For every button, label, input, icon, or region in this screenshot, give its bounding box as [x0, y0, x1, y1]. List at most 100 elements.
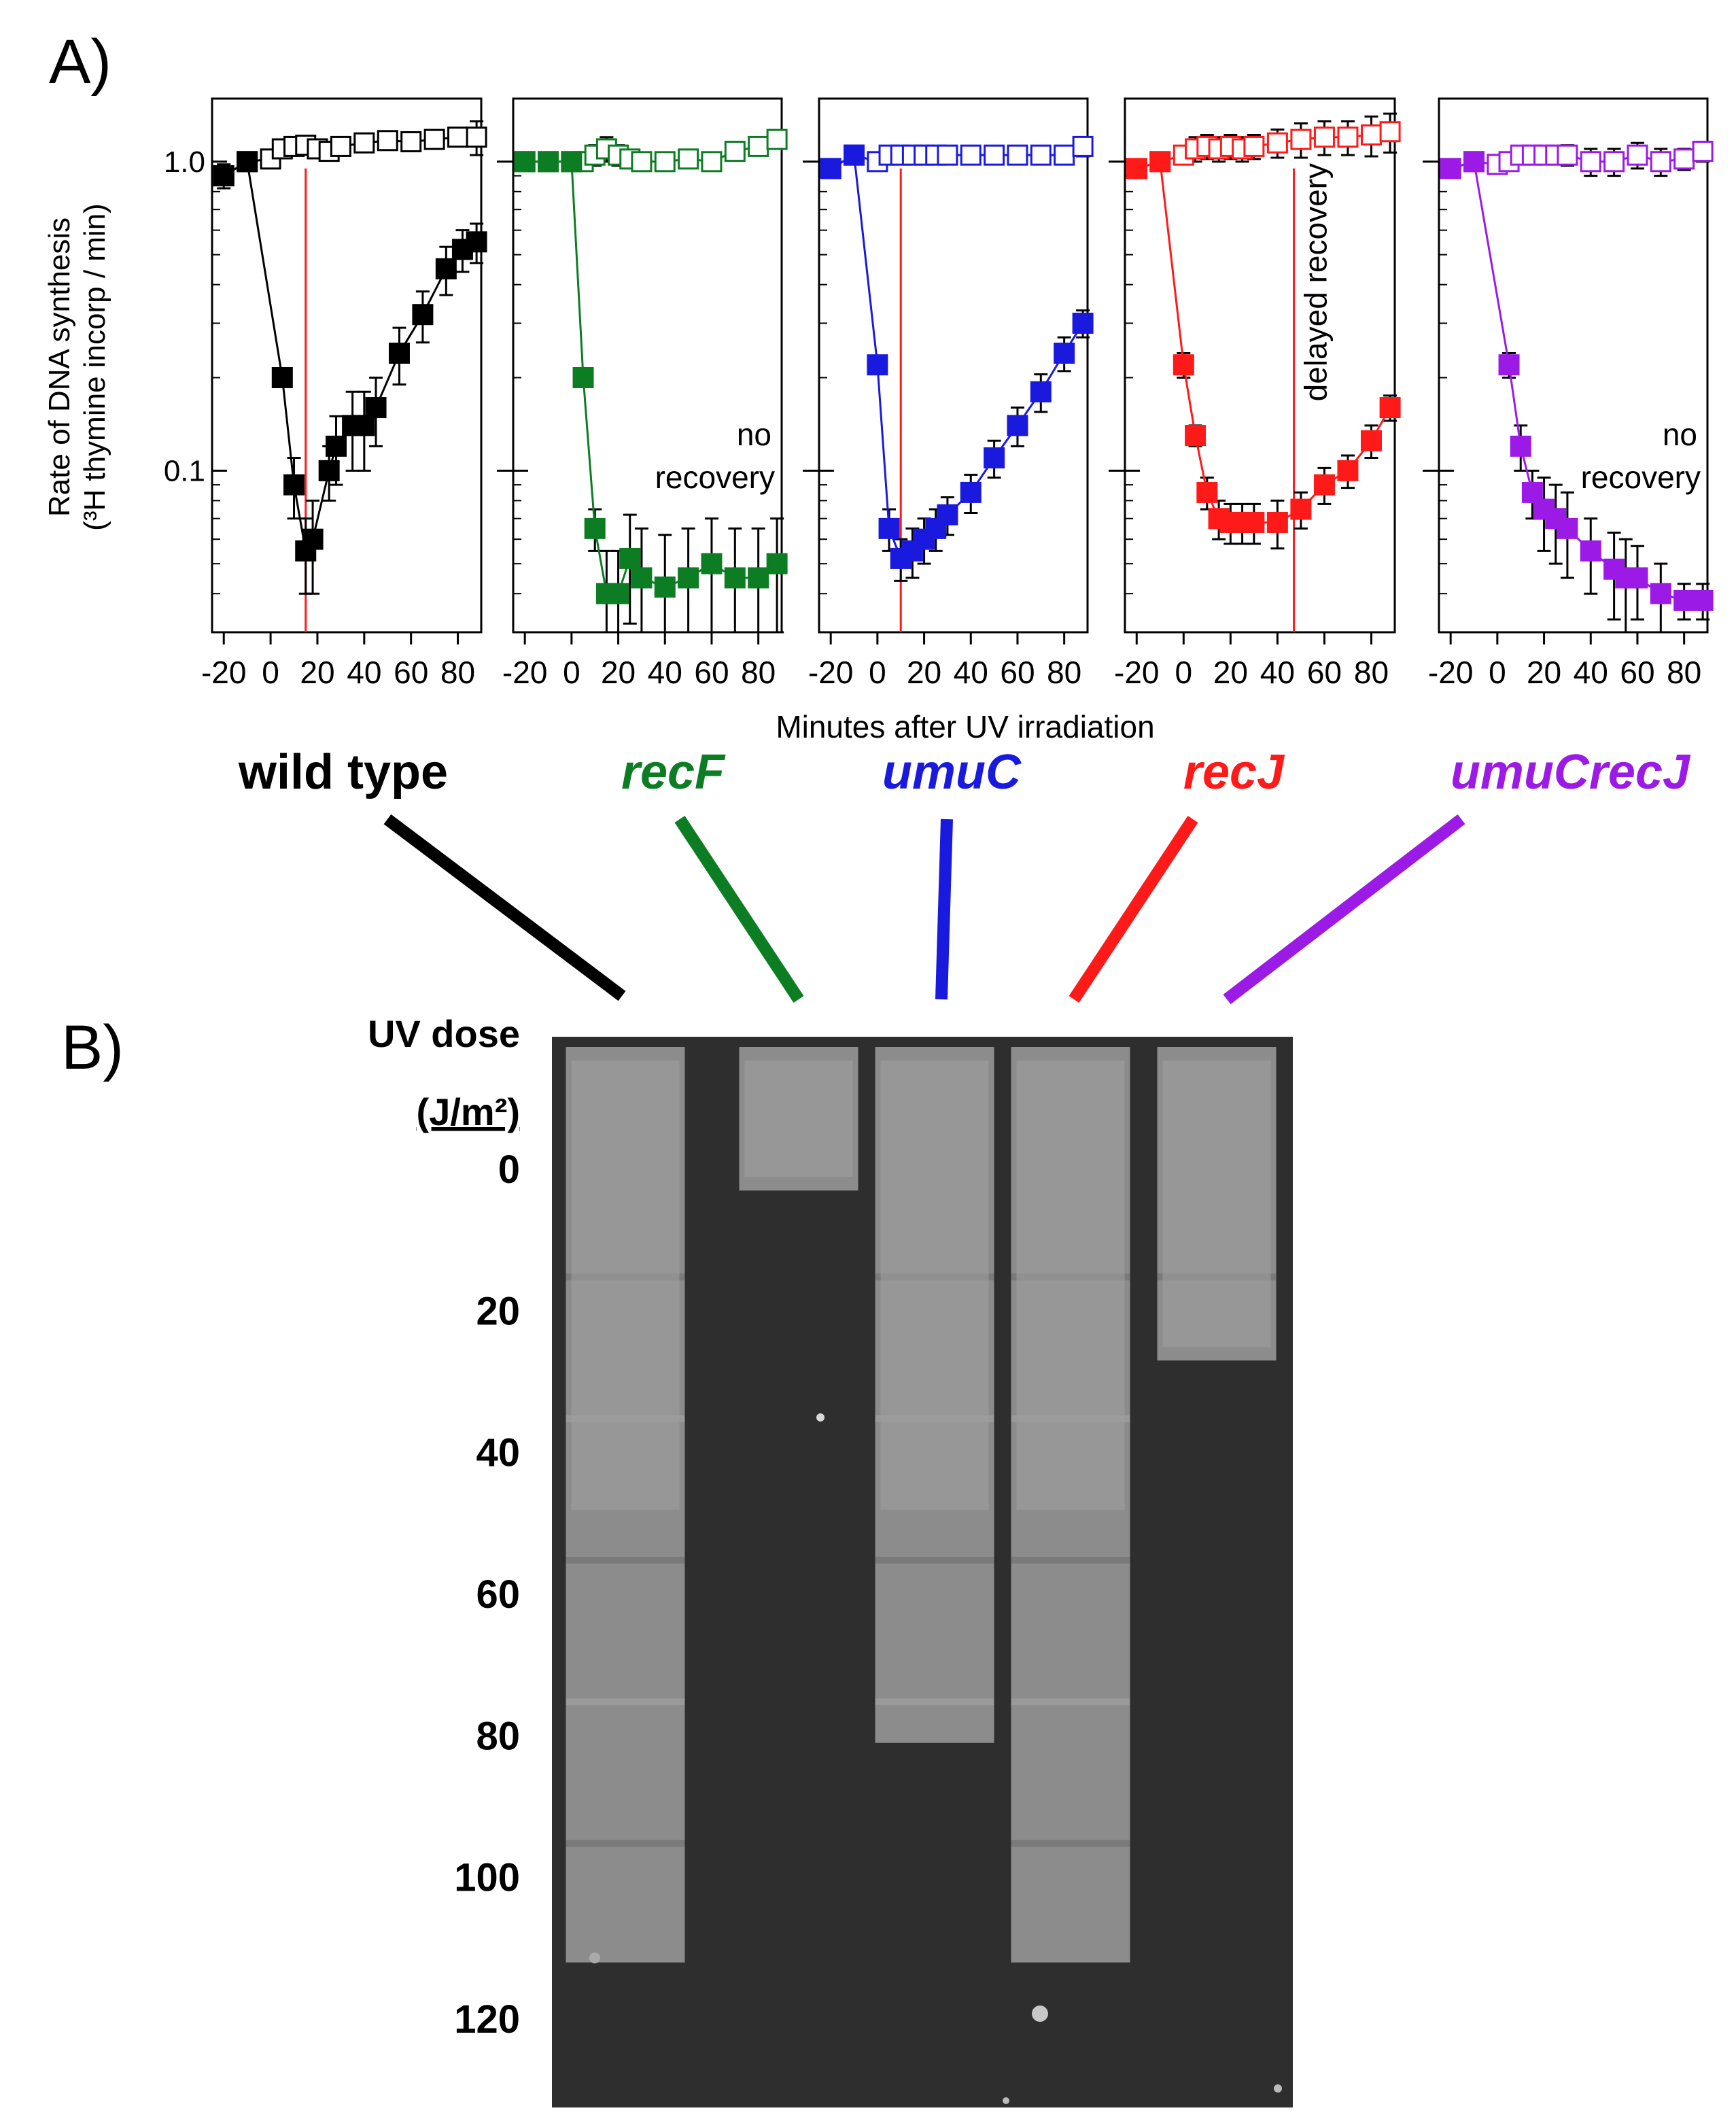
x-tick-label: 0 — [869, 655, 886, 690]
chart-recJ: -20 0 20 40 60 80 delayed recovery — [1109, 97, 1401, 690]
x-tick-label: 60 — [694, 655, 729, 690]
x-tick-label: 40 — [648, 655, 682, 690]
data-point — [1360, 430, 1382, 451]
data-point — [302, 528, 324, 550]
data-point — [213, 165, 235, 187]
x-tick-label: -20 — [1428, 655, 1473, 690]
strain-label-recf: recF — [621, 745, 726, 799]
data-point — [1185, 425, 1206, 447]
uv-dose-unit: (J/m²) — [417, 1090, 520, 1133]
x-tick-label: -20 — [201, 655, 246, 690]
data-point — [447, 126, 469, 148]
chart-umuC: -20 0 20 40 60 80 — [803, 97, 1094, 690]
data-point — [412, 304, 434, 326]
series-UV — [213, 151, 487, 595]
gel-speck — [1274, 2084, 1282, 2093]
data-point — [1673, 148, 1695, 170]
data-point — [1440, 158, 1461, 179]
data-point — [878, 517, 900, 539]
plot-frame — [1124, 97, 1396, 634]
data-point — [353, 415, 375, 436]
data-point — [984, 144, 1005, 166]
uv-dose-labels: 0 20 40 60 80 100 120 — [454, 1148, 520, 2042]
panel-b-label: B) — [61, 1013, 124, 1082]
data-point — [1603, 151, 1625, 173]
data-point — [678, 567, 699, 589]
data-point — [1196, 481, 1218, 503]
dose-step-band — [1011, 1698, 1130, 1706]
x-tick-label: 80 — [440, 655, 475, 690]
x-tick-label: 40 — [347, 655, 381, 690]
uv-dose-header: UV dose — [368, 1012, 520, 1055]
data-point — [654, 576, 676, 598]
data-point — [271, 366, 293, 388]
x-tick-label: -20 — [1114, 655, 1159, 690]
gel-lane-wild-type — [566, 1047, 685, 1963]
uv-dose-label: 120 — [454, 1997, 520, 2042]
plot-frame — [211, 97, 483, 634]
data-point — [1337, 460, 1359, 481]
data-point — [701, 151, 723, 173]
series-UV — [514, 151, 788, 634]
data-point — [844, 144, 865, 166]
plot-frame — [818, 97, 1089, 634]
x-tick-label: 0 — [563, 655, 580, 690]
data-point — [377, 130, 398, 152]
strain-label-umucrecj: umuCrecJ — [1451, 745, 1691, 799]
x-tick-label: 0 — [262, 655, 279, 690]
data-point — [724, 141, 746, 162]
data-point — [748, 135, 769, 157]
dose-step-band — [875, 1557, 994, 1564]
panel-a-label: A) — [49, 27, 111, 97]
x-tick-label: 60 — [1000, 655, 1035, 690]
data-point — [1266, 132, 1288, 154]
series-UV — [1440, 151, 1714, 634]
x-tick-label: 80 — [1667, 655, 1701, 690]
series-UV — [820, 144, 1094, 582]
data-point — [400, 131, 422, 152]
y-tick-label: 0.1 — [164, 454, 205, 487]
data-point — [318, 460, 340, 481]
data-point — [1149, 151, 1171, 173]
data-point — [466, 126, 487, 148]
data-point — [1650, 583, 1671, 604]
data-point — [701, 553, 723, 574]
streak-highlight — [744, 1061, 853, 1177]
data-point — [748, 567, 769, 589]
data-point — [1463, 151, 1485, 173]
data-point — [1379, 121, 1401, 143]
connector-lines — [383, 814, 1465, 1005]
streak-highlight — [1016, 1061, 1125, 1510]
x-tick-label: 60 — [1620, 655, 1654, 690]
data-point — [572, 366, 594, 388]
x-tick-label: 0 — [1489, 655, 1506, 690]
data-point — [1498, 354, 1520, 376]
data-point — [1692, 589, 1714, 611]
x-tick-label: 20 — [907, 655, 941, 690]
data-point — [1337, 126, 1359, 148]
x-tick-label: 20 — [300, 655, 334, 690]
gel-lane-umuCrecJ — [1157, 1047, 1277, 1361]
x-axis-title: Minutes after UV irradiation — [776, 709, 1154, 744]
streak-highlight — [571, 1061, 680, 1510]
data-point — [1030, 144, 1052, 166]
connector-umuc — [935, 819, 953, 1000]
data-point — [1126, 158, 1147, 179]
data-point — [960, 144, 982, 166]
data-point — [353, 132, 375, 154]
data-point — [608, 583, 629, 604]
data-point — [1627, 567, 1648, 589]
plot-frame — [512, 97, 783, 634]
gel-speck — [1003, 2097, 1009, 2104]
uv-dose-label: 40 — [476, 1431, 520, 1475]
series-mock — [820, 135, 1094, 179]
data-point — [619, 547, 641, 569]
data-point — [1007, 144, 1028, 166]
annotation-no: no — [737, 417, 771, 452]
x-tick-label: 20 — [1213, 655, 1248, 690]
series-mock — [514, 128, 788, 173]
data-point — [1379, 397, 1401, 419]
data-point — [423, 128, 445, 150]
data-point — [584, 517, 606, 539]
